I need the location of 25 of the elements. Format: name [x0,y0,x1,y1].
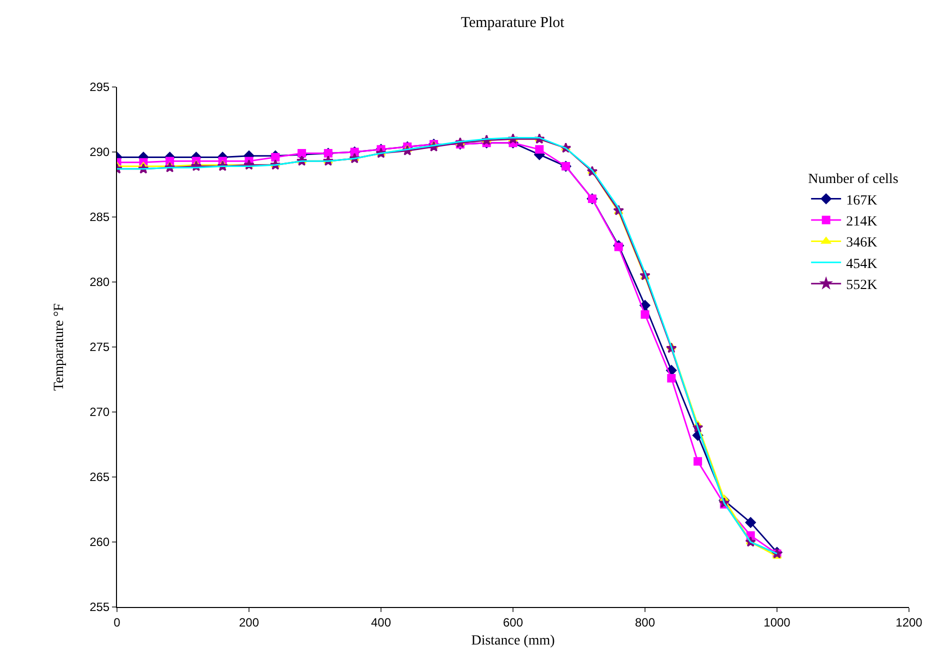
legend-label: 214K [846,214,878,230]
x-tick-label: 400 [370,615,392,630]
y-tick-label: 295 [90,80,110,94]
x-axis-title: Distance (mm) [471,634,556,649]
legend-label: 552K [846,278,878,294]
y-tick-label: 260 [90,535,110,550]
legend-title: Number of cells [808,172,898,188]
x-tick-label: 600 [502,615,524,630]
y-tick-label: 275 [90,340,110,354]
y-tick-label: 270 [90,405,110,420]
x-tick-label: 1200 [896,615,923,630]
y-tick-label: 255 [90,600,110,614]
y-tick-label: 285 [90,210,110,224]
legend-label: 167K [846,193,878,208]
y-tick-label: 290 [90,145,110,160]
x-tick-label: 800 [634,615,656,630]
x-tick-label: 0 [114,615,121,630]
legend-label: 346K [846,236,878,251]
x-tick-label: 200 [238,615,260,630]
legend-label: 454K [846,256,878,272]
y-tick-label: 280 [90,275,110,290]
chart-title: Temparature Plot [460,15,566,32]
x-tick-label: 1000 [764,615,791,630]
y-axis-title: Temparature °F [52,303,68,391]
y-tick-label: 265 [90,470,110,484]
